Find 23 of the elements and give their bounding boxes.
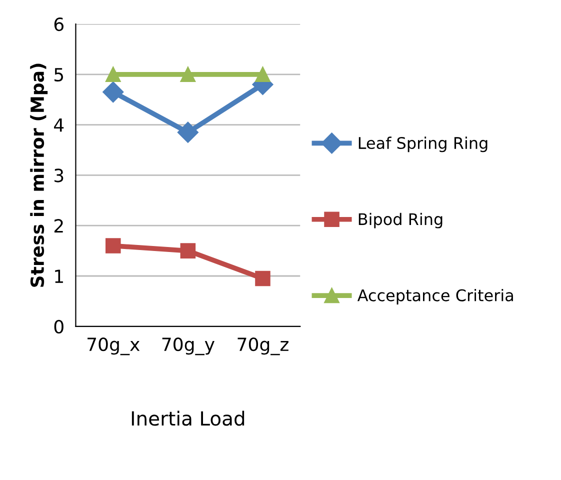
legend-label: Bipod Ring — [358, 212, 442, 228]
y-tick-label: 0 — [54, 320, 64, 334]
y-tick-label: 4 — [54, 118, 64, 132]
point — [255, 66, 270, 82]
point — [255, 270, 270, 286]
x-tick-label: 70g_z — [238, 338, 288, 356]
x-axis-title: Inertia Load — [132, 410, 244, 426]
legend-label: Leaf Spring Ring — [358, 136, 488, 152]
y-tick-label: 2 — [54, 219, 63, 232]
point — [177, 122, 198, 143]
y-tick-label: 1 — [55, 270, 63, 283]
point — [180, 66, 196, 82]
y-tick-label: 3 — [54, 168, 64, 182]
x-tick-label: 70g_x — [88, 338, 140, 356]
point — [105, 66, 121, 82]
legend-label: Acceptance Criteria — [357, 288, 513, 304]
y-axis-title: Stress in mirror (Mpa) — [30, 64, 48, 287]
x-tick-label: 70g_y — [162, 338, 214, 356]
point — [180, 243, 196, 258]
point — [102, 82, 124, 103]
point — [105, 238, 121, 254]
y-tick-label: 5 — [54, 68, 64, 82]
y-tick-label: 6 — [54, 17, 64, 32]
